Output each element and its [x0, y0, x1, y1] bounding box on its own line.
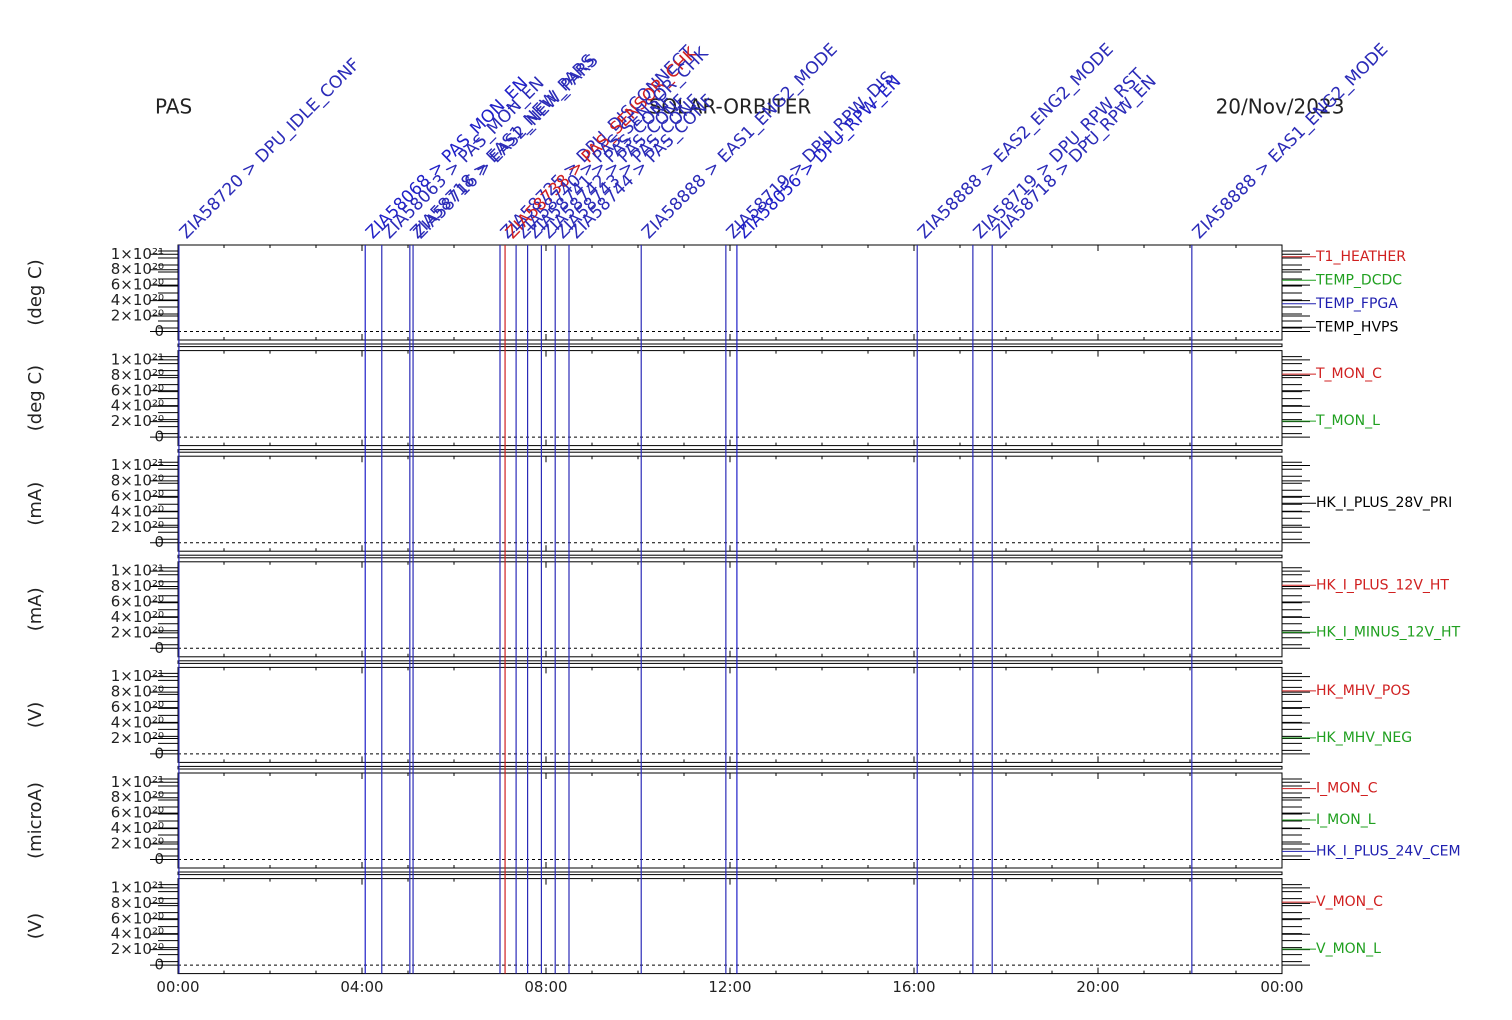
y-tick-label: 8×10²⁰: [111, 471, 164, 489]
legend-entry: HK_I_PLUS_28V_PRI: [1316, 495, 1452, 511]
panel-frame: [177, 455, 1283, 552]
y-tick-label: 4×10²⁰: [111, 397, 164, 415]
legend-entry: T_MON_C: [1315, 366, 1382, 382]
legend-entry: I_MON_C: [1316, 781, 1378, 797]
legend-entry: TEMP_HVPS: [1315, 319, 1398, 335]
x-tick-label: 16:00: [892, 978, 935, 996]
legend-entry: V_MON_L: [1316, 941, 1381, 957]
y-tick-label: 2×10²⁰: [111, 729, 164, 747]
event-label: ZIA58720 > DPU_IDLE_CONF: [176, 55, 364, 243]
legend-entry: TEMP_DCDC: [1315, 272, 1402, 288]
y-tick-label: 2×10²⁰: [111, 412, 164, 430]
y-tick-label: 2×10²⁰: [111, 518, 164, 536]
panel-frame: [177, 561, 1283, 658]
x-tick-label: 12:00: [708, 978, 751, 996]
y-tick-label: 1×10²¹: [111, 667, 164, 685]
x-tick-label: 00:00: [156, 978, 199, 996]
legend-entry: I_MON_L: [1316, 812, 1376, 828]
x-tick-label: 00:00: [1260, 978, 1303, 996]
legend-entry: TEMP_FPGA: [1315, 296, 1398, 312]
y-axis-label: (deg C): [25, 259, 46, 325]
panel-frame: [177, 666, 1283, 763]
y-tick-label: 4×10²⁰: [111, 291, 164, 309]
legend-entry: V_MON_C: [1316, 894, 1383, 910]
x-tick-label: 20:00: [1076, 978, 1119, 996]
y-axis-label: (mA): [25, 587, 46, 631]
header-left: PAS: [155, 95, 192, 119]
y-axis-label: (deg C): [25, 365, 46, 431]
y-tick-label: 1×10²¹: [111, 350, 164, 368]
y-tick-label: 4×10²⁰: [111, 714, 164, 732]
y-tick-label: 6×10²⁰: [111, 381, 164, 399]
panel-strip: [177, 765, 1283, 770]
panel-frame: [177, 772, 1283, 869]
x-tick-label: 04:00: [340, 978, 383, 996]
event-label: ZIA58718 > DPU_RPW_EN: [989, 72, 1161, 244]
panel-frame: [177, 878, 1283, 975]
y-tick-label: 8×10²⁰: [111, 788, 164, 806]
y-tick-label: 8×10²⁰: [111, 894, 164, 912]
header-right: 20/Nov/2023: [1216, 95, 1345, 119]
y-tick-label: 1×10²¹: [111, 245, 164, 263]
y-tick-label: 8×10²⁰: [111, 366, 164, 384]
y-axis-label: (V): [25, 702, 46, 728]
y-axis-label: (microA): [25, 782, 46, 859]
y-tick-label: 6×10²⁰: [111, 487, 164, 505]
legend-entry: T1_HEATHER: [1315, 249, 1406, 265]
header-center: SOLAR-ORBITER: [649, 95, 812, 119]
panel-frame: [177, 244, 1283, 341]
y-tick-label: 1×10²¹: [111, 456, 164, 474]
y-tick-label: 6×10²⁰: [111, 276, 164, 294]
event-label: ZIA58888 > EAS1_ENG2_MODE: [1189, 40, 1392, 243]
y-axis-label: (mA): [25, 482, 46, 526]
y-tick-label: 1×10²¹: [111, 878, 164, 896]
y-tick-label: 6×10²⁰: [111, 592, 164, 610]
legend-entry: HK_MHV_NEG: [1316, 730, 1412, 746]
y-tick-label: 2×10²⁰: [111, 835, 164, 853]
legend-entry: HK_MHV_POS: [1316, 683, 1410, 699]
legend-entry: HK_I_PLUS_24V_CEM: [1316, 843, 1461, 859]
legend-entry: HK_I_MINUS_12V_HT: [1316, 624, 1461, 640]
y-tick-label: 8×10²⁰: [111, 683, 164, 701]
y-tick-label: 6×10²⁰: [111, 698, 164, 716]
y-tick-label: 4×10²⁰: [111, 925, 164, 943]
panel-strip: [177, 660, 1283, 664]
y-tick-label: 8×10²⁰: [111, 577, 164, 595]
y-tick-label: 6×10²⁰: [111, 909, 164, 927]
y-tick-label: 4×10²⁰: [111, 608, 164, 626]
panel-strip: [177, 871, 1283, 876]
legend-entry: T_MON_L: [1315, 413, 1380, 429]
panel-frame: [177, 350, 1283, 447]
y-tick-label: 2×10²⁰: [111, 623, 164, 641]
y-tick-label: 8×10²⁰: [111, 260, 164, 278]
y-tick-label: 1×10²¹: [111, 773, 164, 791]
y-tick-label: 4×10²⁰: [111, 502, 164, 520]
y-tick-label: 1×10²¹: [111, 562, 164, 580]
y-tick-label: 2×10²⁰: [111, 940, 164, 958]
x-tick-label: 08:00: [524, 978, 567, 996]
y-axis-label: (V): [25, 913, 46, 939]
panel-strip: [177, 343, 1283, 348]
legend-entry: HK_I_PLUS_12V_HT: [1316, 577, 1449, 593]
y-tick-label: 2×10²⁰: [111, 307, 164, 325]
panel-strip: [177, 554, 1283, 559]
panel-strip: [177, 449, 1283, 453]
y-tick-label: 4×10²⁰: [111, 819, 164, 837]
y-tick-label: 6×10²⁰: [111, 804, 164, 822]
